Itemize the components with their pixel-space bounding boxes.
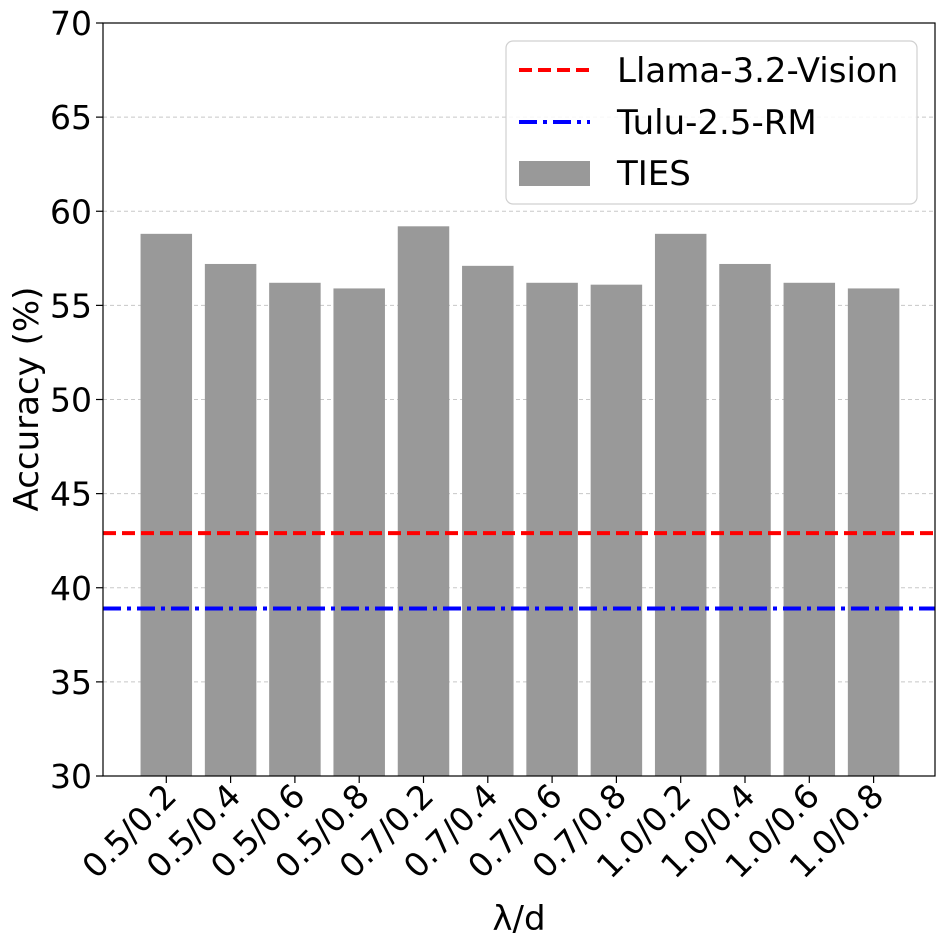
bar [719, 263, 771, 777]
bar [462, 265, 514, 776]
bar-series [140, 226, 900, 777]
bar [397, 226, 450, 776]
bar [526, 282, 578, 776]
y-tick-label: 50 [50, 381, 92, 420]
legend-label: Tulu-2.5-RM [616, 103, 817, 143]
y-tick-label: 45 [50, 475, 92, 514]
bar [783, 282, 836, 776]
y-axis: 30 35 40 45 50 55 60 65 70 [50, 4, 103, 796]
y-tick-label: 60 [50, 192, 92, 231]
bar [654, 233, 707, 777]
x-axis-label: λ/d [492, 899, 545, 939]
legend-label: Llama-3.2-Vision [617, 51, 898, 91]
legend-box [505, 40, 918, 205]
bar [204, 263, 257, 777]
y-tick-label: 35 [50, 663, 92, 702]
bar [590, 284, 643, 776]
legend-label: TIES [616, 154, 691, 194]
legend-swatch [519, 161, 590, 186]
y-tick-label: 65 [50, 98, 92, 137]
y-tick-label: 40 [50, 569, 92, 608]
x-axis: 0.5/0.20.5/0.40.5/0.60.5/0.80.7/0.20.7/0… [74, 776, 891, 886]
y-tick-label: 30 [50, 757, 92, 796]
y-tick-label: 70 [50, 4, 92, 43]
legend: Llama-3.2-Vision Tulu-2.5-RM TIES [505, 40, 918, 205]
y-axis-label: Accuracy (%) [7, 287, 47, 512]
reference-lines [103, 531, 935, 611]
bar [269, 282, 321, 776]
y-tick-label: 55 [50, 286, 92, 325]
bar [140, 233, 193, 777]
